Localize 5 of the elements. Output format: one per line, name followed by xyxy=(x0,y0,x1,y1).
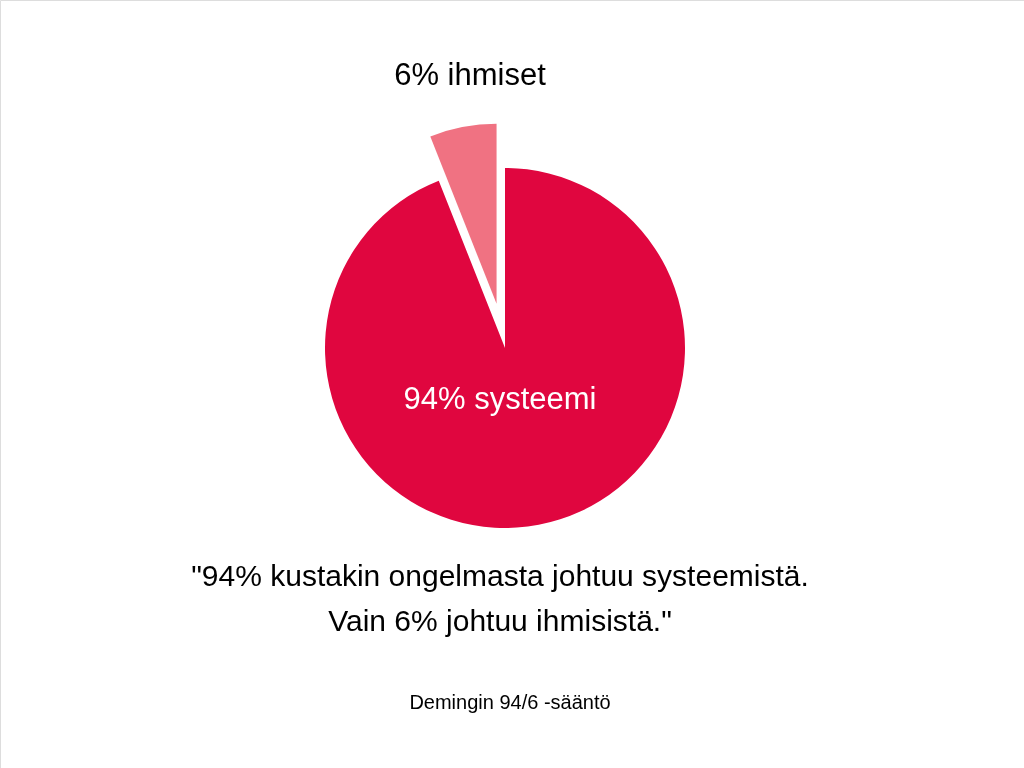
slice-label: 94% systeemi xyxy=(403,381,597,416)
text: Demingin 94/6 -sääntö xyxy=(409,691,611,713)
slice-label: 6% ihmiset xyxy=(394,57,547,92)
text: "94% kustakin ongelmasta johtuu systeemistä. xyxy=(191,559,809,592)
text: Vain 6% johtuu ihmisistä." xyxy=(328,604,672,637)
